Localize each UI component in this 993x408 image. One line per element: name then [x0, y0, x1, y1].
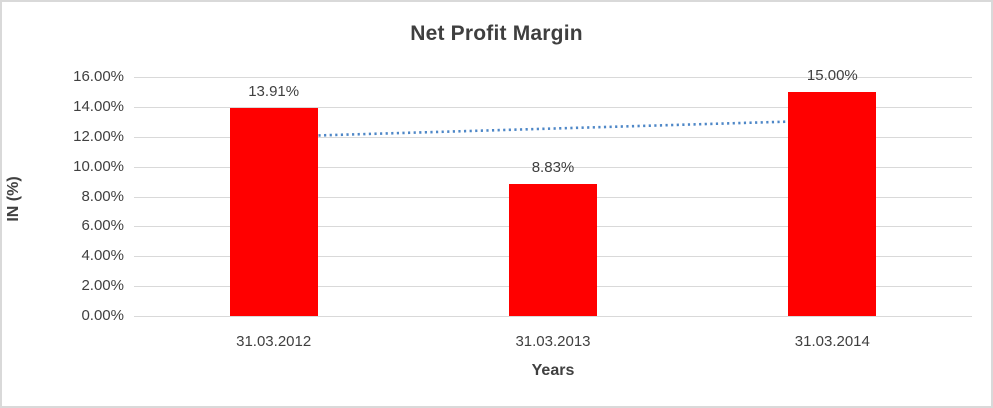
y-tick-label: 2.00% — [81, 277, 124, 295]
y-tick-label: 12.00% — [73, 127, 124, 145]
gridline — [134, 316, 972, 317]
y-tick-label: 0.00% — [81, 307, 124, 324]
y-tick-label: 14.00% — [73, 97, 124, 115]
x-tick-label: 31.03.2012 — [236, 333, 312, 350]
gridline — [134, 106, 972, 108]
bar-data-label: 8.83% — [531, 159, 575, 177]
bar-31.03.2012 — [229, 108, 318, 316]
y-tick-label: 4.00% — [81, 247, 124, 265]
bar-data-label: 13.91% — [248, 83, 300, 101]
y-tick-label: 16.00% — [73, 68, 124, 85]
y-tick-label: 6.00% — [81, 217, 124, 235]
x-tick-label: 31.03.2013 — [515, 333, 591, 350]
bar-31.03.2013 — [509, 184, 597, 316]
bar-31.03.2014 — [788, 91, 877, 316]
gridline — [134, 77, 972, 78]
bar-data-label: 15.00% — [806, 66, 858, 84]
gridline — [134, 166, 972, 168]
x-tick-label: 31.03.2014 — [794, 333, 870, 350]
chart-title: Net Profit Margin — [410, 22, 583, 45]
y-tick-label: 10.00% — [73, 157, 124, 175]
x-axis-title: Years — [531, 362, 575, 379]
y-tick-label: 8.00% — [81, 187, 124, 205]
